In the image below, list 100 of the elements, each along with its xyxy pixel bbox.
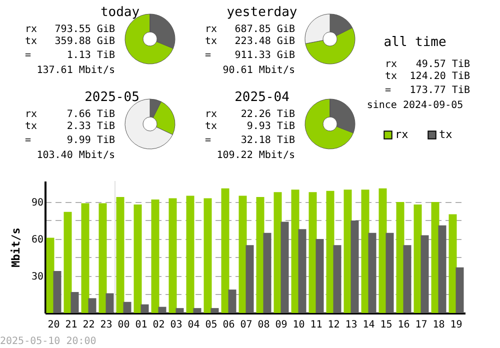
bar [204,198,212,313]
x-tick-label: 10 [292,320,305,330]
text: tx 2.33 TiB [25,121,115,132]
x-tick-label: 02 [152,320,165,330]
text: tx 124.20 TiB [385,71,470,82]
x-tick-label: 06 [222,320,235,330]
text: = 173.77 TiB [385,85,470,96]
donut-slice [304,98,354,150]
x-tick-label: 05 [205,320,218,330]
bar [438,225,446,313]
x-tick-label: 09 [275,320,288,330]
x-tick-label: 08 [258,320,270,330]
text: all time [384,35,446,50]
bar [378,188,387,313]
x-tick-label: 19 [450,320,462,330]
text: tx 359.88 GiB [25,36,115,47]
bar [361,190,370,313]
text: rx 793.55 GiB [25,24,115,35]
bar [140,304,149,313]
text: tx 9.93 TiB [205,121,295,132]
bar [123,302,132,313]
text: = 9.99 TiB [25,135,115,146]
bar [210,308,219,313]
text: since 2024-09-05 [366,100,464,111]
y-tick-label: 60 [31,234,44,246]
text: 109.22 Mbit/s [216,150,295,161]
bar [134,204,142,313]
x-tick-label: 22 [82,320,95,330]
bar [186,196,194,313]
bar [368,232,376,313]
x-tick-label: 12 [328,320,340,330]
x-tick-label: 01 [135,320,148,330]
legend-label: tx [439,128,453,141]
bar [246,245,254,313]
x-tick-label: 04 [188,320,200,330]
bar [333,245,342,313]
bar [64,212,72,313]
x-tick-label: 11 [310,320,322,330]
bar [228,290,236,313]
x-tick-label: 07 [240,320,252,330]
bar [344,190,352,313]
bar [263,232,272,313]
legend-label: rx [395,128,409,141]
bar [176,308,184,313]
x-tick-label: 17 [415,320,428,330]
text: 103.40 Mbit/s [36,150,115,161]
bar [291,190,300,313]
text: rx 7.66 TiB [25,109,115,120]
bar [98,203,107,313]
x-tick-label: 15 [380,320,392,330]
bar [221,188,230,313]
text: rx 687.85 GiB [205,24,295,35]
x-tick-label: 03 [170,320,182,330]
text: 90.61 Mbit/s [222,65,295,76]
bar [448,214,457,313]
y-tick-label: 30 [31,271,44,282]
text: rx 22.26 TiB [205,109,295,120]
text: tx 223.48 GiB [205,36,295,47]
bar [280,222,289,313]
x-tick-label: 00 [118,320,130,330]
y-axis-title: Mbit/s [9,228,22,268]
x-tick-label: 21 [65,320,78,330]
bar [168,198,177,313]
bar [326,190,334,313]
bar [316,238,324,313]
text: = 911.33 GiB [205,50,295,61]
bar [238,196,247,313]
bar [116,197,124,313]
bar [298,229,306,313]
bar [456,267,464,313]
x-tick-label: 13 [345,320,358,330]
bar [403,245,412,313]
x-tick-label: 20 [48,320,60,330]
chart-title: 2025-05 [84,90,140,105]
text: = 32.18 TiB [205,135,295,146]
bar [106,293,114,313]
x-tick-label: 18 [432,320,445,330]
bar [256,197,264,313]
bar [53,271,62,313]
bar [70,292,79,313]
text: 2025-05-10 20:00 [0,336,96,347]
bar [88,298,96,313]
x-tick-label: 23 [100,320,112,330]
x-tick-label: 14 [362,320,375,330]
text: = 1.13 TiB [25,50,115,61]
bar [46,238,54,313]
bar [158,306,166,313]
bar [420,235,429,313]
bar [350,220,359,313]
chart-title: 2025-04 [234,90,290,105]
bar [151,200,160,313]
chart-title: today [100,5,140,20]
bar [193,308,202,313]
text: 137.61 Mbit/s [36,65,115,76]
bar [308,192,317,313]
text: rx 49.57 TiB [385,59,470,70]
x-tick-label: 16 [398,320,410,330]
bar [274,192,282,313]
bar [414,204,422,313]
bar [386,232,394,313]
